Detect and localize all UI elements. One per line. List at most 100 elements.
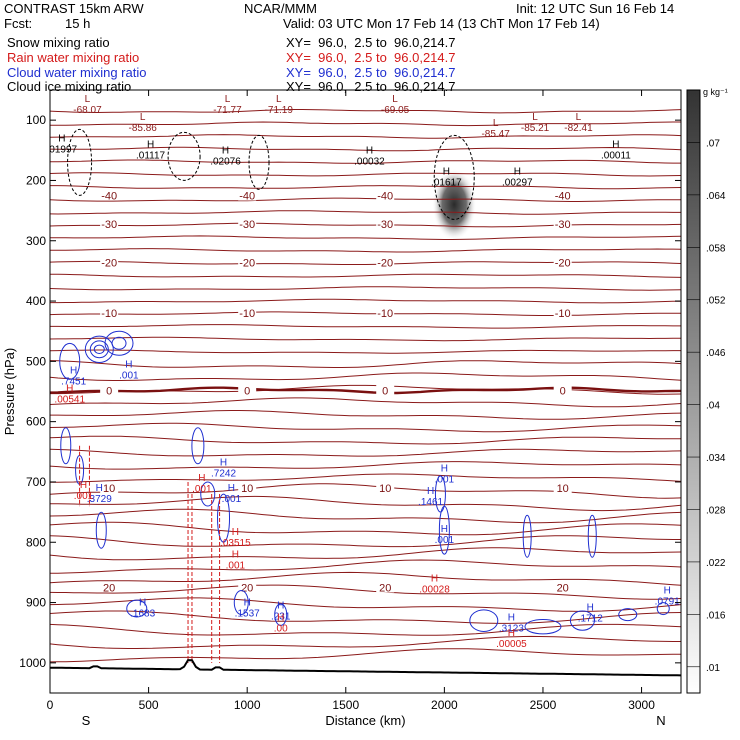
y-axis-label: Pressure (hPa) <box>2 348 17 435</box>
snow-contour <box>167 131 201 181</box>
field-name-rain: Rain water mixing ratio <box>7 50 140 65</box>
extremum-value: .3123 <box>499 624 524 635</box>
isotherm-line <box>50 535 681 548</box>
extremum-marker: H <box>66 384 73 395</box>
extremum-marker: L <box>276 94 282 105</box>
isotherm-label-bg <box>100 384 119 396</box>
y-tick-label: 800 <box>26 535 46 549</box>
isotherm-label-bg <box>376 384 395 396</box>
isotherm-label: -40 <box>239 191 255 203</box>
extremum-value: .00011 <box>601 150 631 161</box>
extremum-marker: H <box>443 166 450 177</box>
x-axis-label: Distance (km) <box>325 713 405 728</box>
isotherm-label: -20 <box>555 257 571 269</box>
cloud-water-contour <box>200 481 216 507</box>
field-name-snow: Snow mixing ratio <box>7 35 110 50</box>
extremum-marker: L <box>392 94 398 105</box>
cloud-water-contour <box>126 599 148 618</box>
isotherm-line <box>50 286 681 291</box>
extremum-marker: H <box>58 133 65 144</box>
isotherm-label-bg <box>553 189 572 201</box>
extremum-marker: H <box>514 166 521 177</box>
isotherm-label-bg <box>376 581 395 593</box>
colorbar-tick-label: .016 <box>706 610 726 621</box>
extremum-marker: H <box>232 549 239 560</box>
isotherm-line <box>50 185 681 190</box>
extremum-value: .01997 <box>47 144 78 155</box>
extremum-marker: L <box>225 94 231 105</box>
isotherm-line <box>50 483 681 499</box>
isotherm-label: -10 <box>101 308 117 320</box>
isotherm-line <box>50 260 681 265</box>
isotherm-label: 10 <box>557 483 569 495</box>
extremum-value: -68.07 <box>73 105 102 116</box>
extremum-value: .03515 <box>220 538 251 549</box>
x-tick-label: 0 <box>47 698 54 712</box>
isotherm-line <box>50 336 681 342</box>
isotherm-label-bg <box>238 481 257 493</box>
field-xy-cloud-water: XY= 96.0, 2.5 to 96.0,214.7 <box>286 65 456 80</box>
isotherm-label-bg <box>553 307 572 319</box>
extremum-marker: H <box>80 480 87 491</box>
x-tick-label: 2000 <box>431 698 458 712</box>
isotherm-label: 20 <box>557 582 569 594</box>
isotherm-line <box>50 146 681 152</box>
isotherm-label: -30 <box>101 219 117 231</box>
isotherm-label-bg <box>376 217 395 229</box>
extremum-value: .00005 <box>496 639 527 650</box>
isotherm-label-bg <box>553 581 572 593</box>
isotherm-line <box>50 448 681 457</box>
valid-time: Valid: 03 UTC Mon 17 Feb 14 (13 ChT Mon … <box>283 16 600 31</box>
isotherm-line <box>50 597 681 612</box>
isotherm-label: 0 <box>106 385 112 397</box>
isotherm-line <box>50 248 681 253</box>
y-tick-label: 600 <box>26 415 46 429</box>
isotherm-label-bg <box>376 481 395 493</box>
isotherm-line <box>50 109 681 114</box>
isotherm-line <box>50 648 681 663</box>
isotherm-label: -10 <box>555 308 571 320</box>
isotherm-line <box>50 473 681 483</box>
extremum-value: -71.19 <box>265 105 294 116</box>
terrain-line <box>50 659 681 677</box>
isotherm-label: -10 <box>377 308 393 320</box>
extremum-marker: H <box>427 486 434 497</box>
isotherm-line <box>50 159 681 164</box>
isotherm-label: 20 <box>241 582 253 594</box>
zero-isotherm <box>50 386 681 395</box>
cloud-water-contour <box>434 475 446 513</box>
isotherm-line <box>50 435 681 445</box>
isotherm-line <box>50 172 681 177</box>
isotherm-label-bg <box>553 384 572 396</box>
isotherm-line <box>50 635 681 649</box>
isotherm-label-bg <box>238 384 257 396</box>
isotherm-line <box>50 273 681 278</box>
isotherm-label: 0 <box>560 385 566 397</box>
cloud-water-contour <box>469 609 499 632</box>
isotherm-label-bg <box>376 189 395 201</box>
extremum-value: .001 <box>226 560 246 571</box>
extremum-value: .02076 <box>210 156 241 167</box>
cloud-water-contour <box>587 514 597 558</box>
extremum-marker: H <box>222 145 229 156</box>
extremum-value: .00028 <box>419 584 450 595</box>
extremum-marker: H <box>441 464 448 475</box>
isotherm-line <box>50 521 681 536</box>
extremum-value: -85.86 <box>128 123 157 134</box>
isotherm-label: 20 <box>103 582 115 594</box>
isotherm-label: 10 <box>379 483 391 495</box>
colorbar-tick-label: .064 <box>706 191 726 202</box>
cloud-water-contour <box>93 344 105 354</box>
cloud-water-contour <box>60 427 72 465</box>
isotherm-line <box>50 397 681 408</box>
extremum-value: -85.47 <box>481 129 510 140</box>
extremum-value: .00541 <box>54 395 85 406</box>
colorbar-tick-label: .04 <box>706 401 720 412</box>
extremum-value: .1683 <box>130 609 155 620</box>
isotherm-line <box>50 547 681 561</box>
extremum-marker: H <box>220 458 227 469</box>
isotherm-label: 0 <box>244 385 250 397</box>
x-tick-label: 500 <box>139 698 159 712</box>
extremum-value: .00032 <box>354 156 385 167</box>
colorbar-tick-label: .028 <box>706 505 726 516</box>
